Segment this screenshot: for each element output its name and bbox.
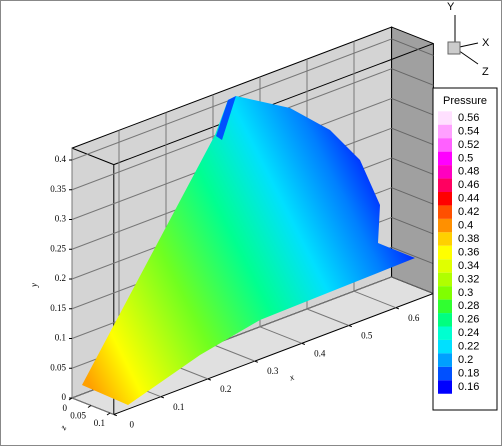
- legend-label: 0.18: [458, 367, 479, 379]
- legend-title: Pressure: [443, 95, 487, 107]
- contour-surface-edge: [216, 96, 236, 140]
- grid-line: [391, 157, 434, 175]
- legend-swatch: [438, 124, 452, 139]
- legend-swatch: [438, 218, 452, 233]
- legend-label: 0.24: [458, 327, 479, 339]
- tick-mark: [207, 378, 212, 381]
- legend-swatch: [438, 380, 452, 394]
- legend-label: 0.54: [458, 125, 479, 137]
- tick-mark: [301, 342, 306, 345]
- tick-mark: [87, 405, 92, 408]
- tick-mark: [113, 414, 118, 417]
- legend-swatch: [438, 326, 452, 340]
- legend-swatch: [438, 339, 452, 354]
- axis-label: x: [287, 372, 295, 383]
- contour-surface: [82, 96, 415, 405]
- tick-mark: [68, 397, 73, 401]
- triad-label: Y: [447, 1, 455, 13]
- legend-swatch: [438, 165, 452, 179]
- legend-swatch: [438, 272, 452, 287]
- grid-line: [391, 97, 434, 116]
- legend-label: 0.48: [458, 166, 479, 178]
- legend-label: 0.52: [458, 139, 479, 151]
- legend-label: 0.32: [458, 273, 479, 285]
- grid-line: [391, 246, 434, 265]
- grid-line: [306, 308, 349, 326]
- legend-swatch: [438, 192, 452, 206]
- legend-swatch: [438, 178, 452, 192]
- legend-label: 0.5: [458, 152, 473, 164]
- legend: Pressure 0.560.54 0.520.5 0.480.46 0.440.42…: [432, 87, 498, 411]
- legend-label: 0.44: [458, 193, 479, 205]
- grid-line: [391, 276, 434, 294]
- legend-label: 0.22: [458, 341, 479, 353]
- grid-line: [391, 216, 434, 235]
- y-tick-label: 0.25: [50, 243, 66, 253]
- tick-mark: [395, 307, 400, 310]
- legend-label: 0.16: [458, 381, 479, 393]
- y-tick-label: 0.15: [50, 303, 66, 313]
- y-tick-label: 0.4: [55, 154, 67, 164]
- triad-label: X: [482, 37, 490, 49]
- legend-swatch: [438, 205, 452, 219]
- z-tick-label: 0: [63, 403, 68, 413]
- grid-line: [391, 68, 434, 86]
- grid-line: [353, 290, 396, 309]
- legend-swatch: [438, 313, 452, 327]
- grid-line: [391, 127, 434, 146]
- x-tick-label: 0.2: [220, 384, 231, 394]
- y-tick-label: 0.1: [55, 333, 66, 343]
- legend-label: 0.36: [458, 246, 479, 258]
- triad-label: Z: [482, 66, 489, 78]
- legend-swatch: [438, 245, 452, 260]
- y-tick-label: 0.2: [55, 273, 66, 283]
- grid-line: [212, 344, 255, 362]
- x-tick-label: 0.1: [173, 402, 184, 412]
- box-edge: [113, 43, 434, 166]
- grid-line: [391, 187, 434, 205]
- legend-label: 0.3: [458, 287, 473, 299]
- legend-label: 0.56: [458, 112, 479, 124]
- tick-mark: [106, 412, 111, 416]
- axis-label: y: [29, 283, 39, 288]
- grid-line: [259, 326, 302, 344]
- legend-label: 0.28: [458, 300, 479, 312]
- legend-label: 0.42: [458, 206, 479, 218]
- legend-swatch: [438, 151, 452, 166]
- y-tick-label: 0.05: [50, 362, 66, 372]
- z-tick-label: 0.1: [94, 418, 105, 428]
- tick-mark: [254, 360, 259, 363]
- legend-swatch: [438, 232, 452, 246]
- legend-label: 0.38: [458, 233, 479, 245]
- axis-triad: Y X Z: [447, 1, 490, 78]
- legend-label: 0.46: [458, 179, 479, 191]
- grid-line: [71, 397, 114, 415]
- legend-swatch: [438, 299, 452, 314]
- legend-swatch: [438, 286, 452, 300]
- legend-swatch: [438, 111, 452, 125]
- tick-mark: [160, 396, 165, 399]
- grid-line: [391, 38, 434, 56]
- tick-mark: [348, 325, 353, 328]
- y-tick-label: 0.3: [55, 214, 67, 224]
- legend-swatch: [438, 366, 452, 381]
- x-tick-label: 0.3: [267, 366, 279, 376]
- legend-label: 0.2: [458, 354, 473, 366]
- x-tick-label: 0: [130, 420, 135, 430]
- x-tick-label: 0.5: [361, 331, 373, 341]
- z-tick-label: 0.05: [70, 411, 86, 421]
- x-tick-label: 0.6: [408, 313, 420, 323]
- legend-swatch: [438, 353, 452, 367]
- legend-label: 0.4: [458, 220, 473, 232]
- y-tick-label: 0.35: [50, 184, 66, 194]
- x-tick-label: 0.4: [314, 348, 326, 358]
- legend-swatch: [438, 138, 452, 152]
- legend-swatch: [438, 259, 452, 273]
- legend-label: 0.34: [458, 260, 479, 272]
- axis-label: z: [57, 423, 68, 432]
- y-tick-label: 0: [62, 392, 67, 402]
- box-edge: [71, 147, 114, 166]
- legend-label: 0.26: [458, 314, 479, 326]
